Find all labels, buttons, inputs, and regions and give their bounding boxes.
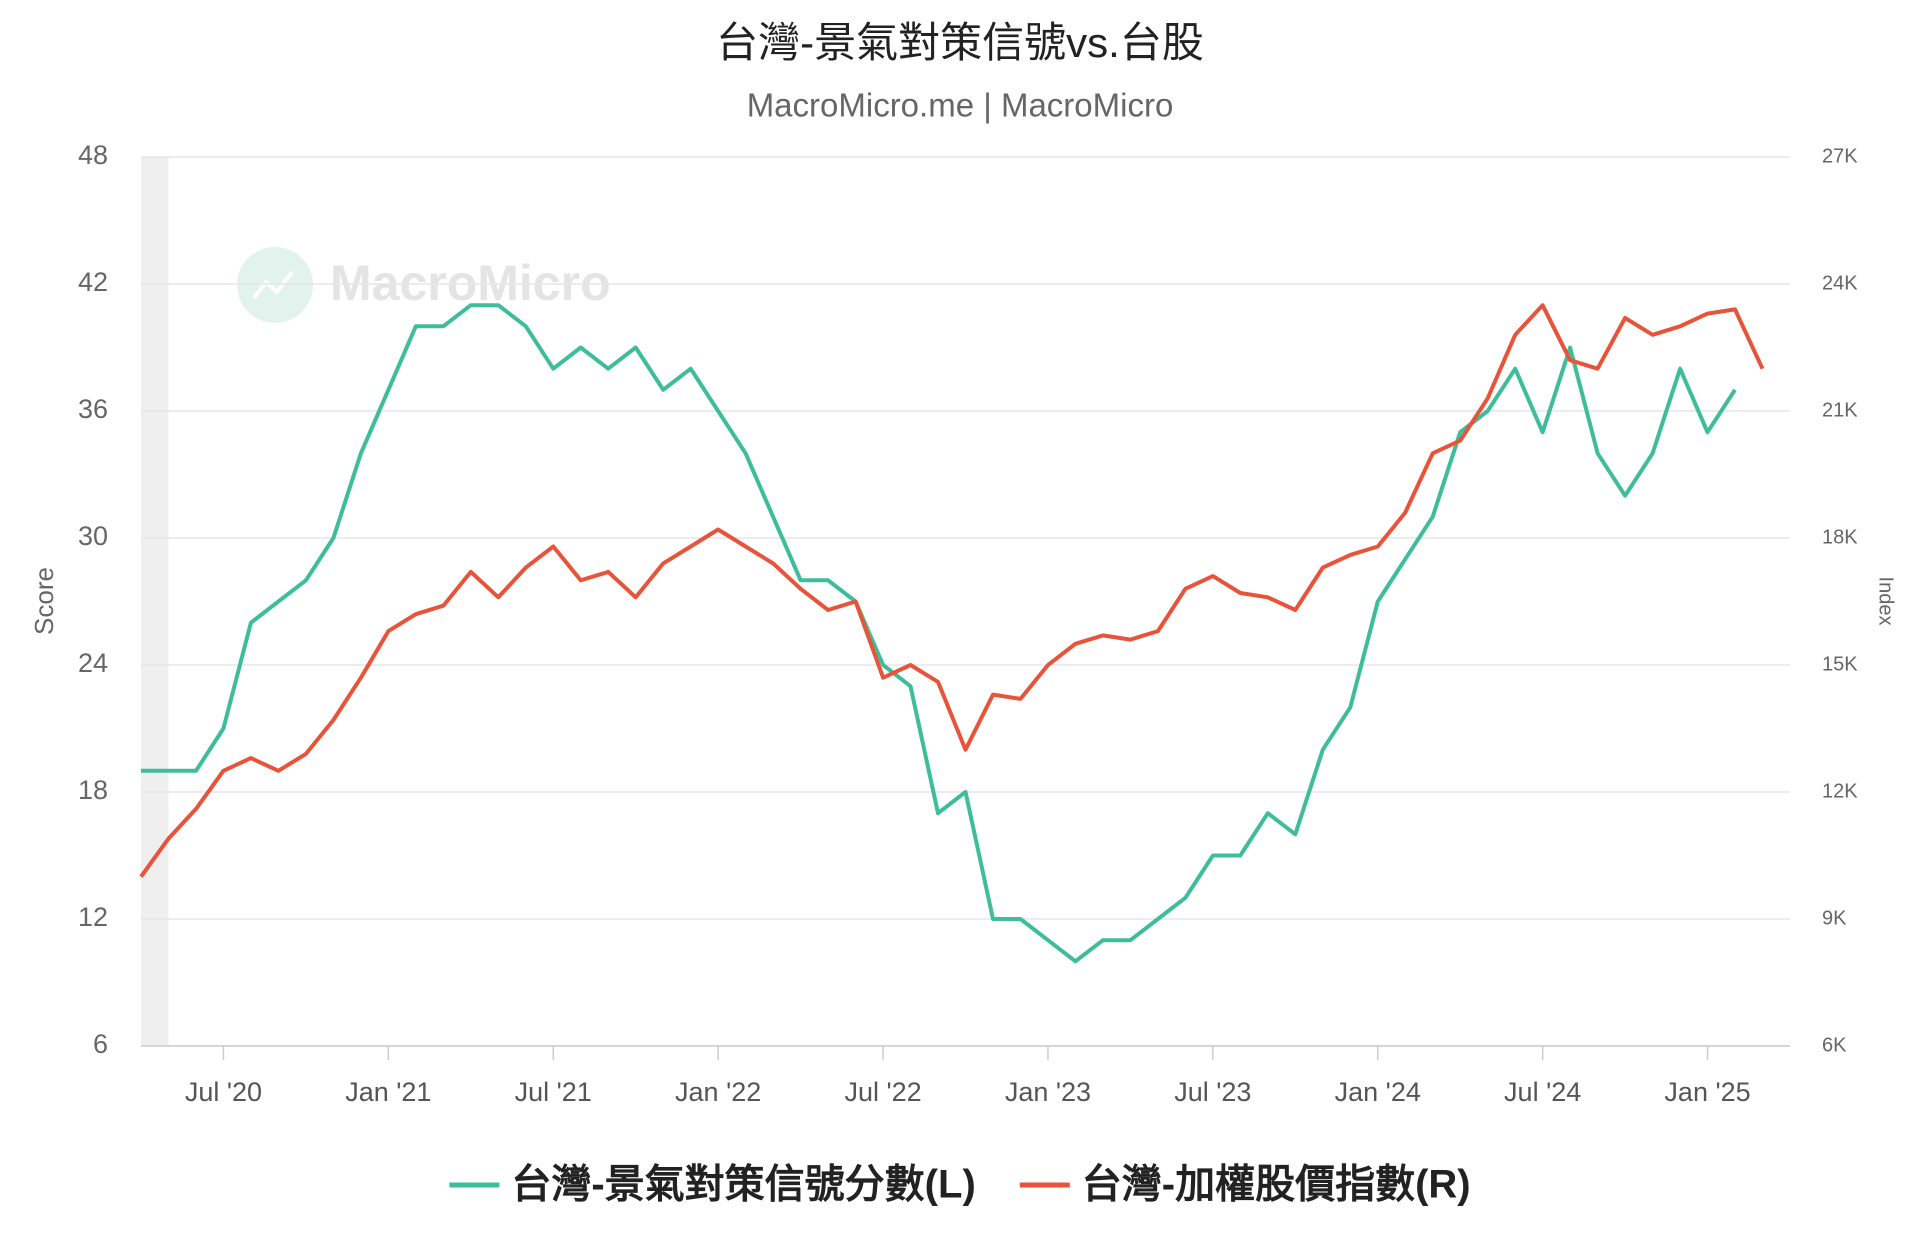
series-line — [139, 303, 1765, 878]
legend: 台灣-景氣對策信號分數(L) 台灣-加權股價指數(R) — [449, 1163, 1471, 1207]
watermark-logo — [237, 247, 313, 323]
y-tick-label: 36 — [78, 394, 108, 424]
y2-tick-label: 6K — [1822, 1034, 1847, 1056]
x-tick-label: Jan '23 — [1005, 1077, 1091, 1107]
y-axis-title: Score — [29, 567, 59, 635]
y2-tick-label: 15K — [1822, 653, 1858, 675]
y-tick-label: 42 — [78, 267, 108, 297]
y-tick-label: 18 — [78, 775, 108, 805]
x-tick-label: Jan '22 — [675, 1077, 761, 1107]
x-tick-label: Jan '25 — [1664, 1077, 1750, 1107]
legend-label: 台灣-景氣對策信號分數(L) — [511, 1163, 975, 1207]
x-tick-label: Jul '23 — [1174, 1077, 1251, 1107]
x-tick-label: Jul '24 — [1504, 1077, 1581, 1107]
y2-tick-label: 12K — [1822, 780, 1858, 802]
x-tick-label: Jul '22 — [844, 1077, 921, 1107]
watermark: MacroMicro — [330, 255, 611, 311]
y2-tick-label: 27K — [1822, 145, 1858, 167]
x-tick-label: Jan '24 — [1335, 1077, 1421, 1107]
y2-tick-label: 21K — [1822, 399, 1858, 421]
x-tick-label: Jul '21 — [515, 1077, 592, 1107]
y2-tick-label: 9K — [1822, 907, 1847, 929]
y2-tick-label: 24K — [1822, 272, 1858, 294]
shaded-band — [141, 157, 169, 1046]
x-tick-label: Jul '20 — [185, 1077, 262, 1107]
y-tick-label: 24 — [78, 648, 108, 678]
y-tick-label: 12 — [78, 902, 108, 932]
y-tick-label: 30 — [78, 521, 108, 551]
chart-title: 台灣-景氣對策信號vs.台股 — [716, 19, 1204, 66]
chart-subtitle: MacroMicro.me | MacroMicro — [747, 87, 1174, 124]
y2-tick-label: 18K — [1822, 526, 1858, 548]
y-tick-label: 6 — [93, 1029, 108, 1059]
y-tick-label: 48 — [78, 140, 108, 170]
x-tick-label: Jan '21 — [345, 1077, 431, 1107]
series-line — [141, 303, 1737, 964]
legend-label: 台灣-加權股價指數(R) — [1082, 1163, 1471, 1207]
y2-axis-title: Index — [1875, 577, 1897, 626]
